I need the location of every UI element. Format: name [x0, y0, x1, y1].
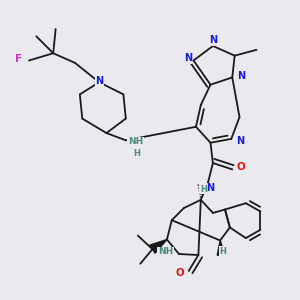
Text: N: N	[184, 53, 192, 63]
Text: H: H	[219, 247, 226, 256]
Text: N: N	[236, 136, 244, 146]
Text: O: O	[237, 162, 245, 172]
Text: H: H	[134, 149, 140, 158]
Text: N: N	[209, 35, 217, 45]
Polygon shape	[217, 241, 225, 255]
Text: H: H	[200, 185, 207, 194]
Text: N: N	[206, 183, 214, 193]
Text: N: N	[95, 76, 103, 86]
Text: O: O	[176, 268, 184, 278]
Text: NH: NH	[158, 247, 173, 256]
Polygon shape	[150, 239, 167, 253]
Text: F: F	[15, 54, 22, 64]
Text: NH: NH	[128, 137, 143, 146]
Text: N: N	[237, 71, 245, 82]
